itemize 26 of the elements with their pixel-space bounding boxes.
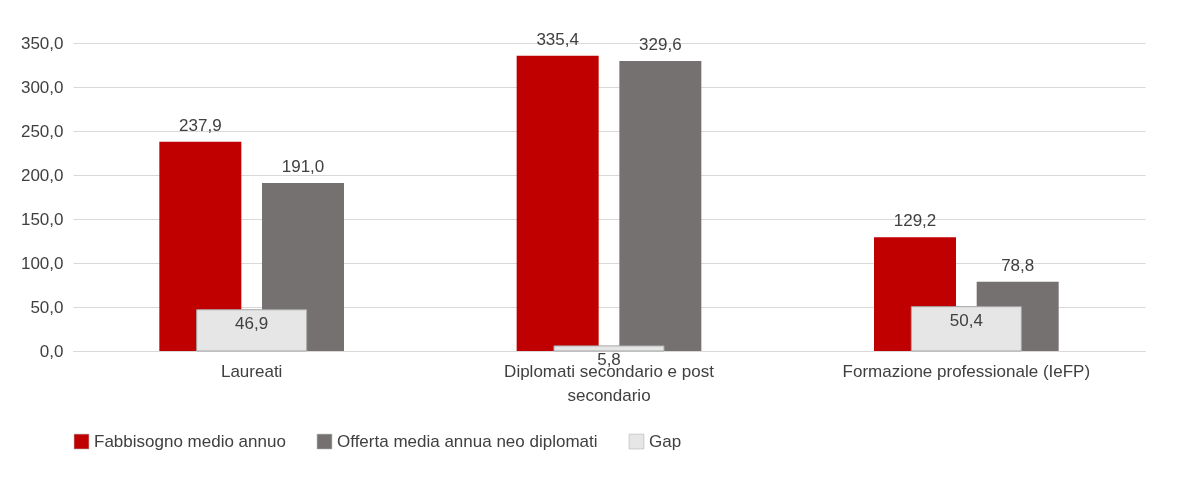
legend-label: Offerta media annua neo diplomati <box>337 431 598 451</box>
x-tick-label: Formazione professionale (IeFP) <box>842 361 1091 381</box>
bar <box>910 306 1022 352</box>
bar <box>553 345 665 352</box>
x-tick-label: Laureati <box>220 361 283 381</box>
bar <box>619 60 702 351</box>
data-label: 237,9 <box>179 115 222 135</box>
data-label: 78,8 <box>1001 255 1035 275</box>
legend-label: Fabbisogno medio annuo <box>94 431 286 451</box>
data-label: 335,4 <box>536 29 579 49</box>
data-label: 46,9 <box>235 313 269 333</box>
data-label: 191,0 <box>281 156 325 176</box>
y-tick-label: 50,0 <box>30 297 64 317</box>
y-tick-label: 100,0 <box>20 253 64 273</box>
y-tick-label: 300,0 <box>20 77 64 97</box>
legend-label: Gap <box>649 431 682 451</box>
bar <box>196 309 308 352</box>
data-label: 329,6 <box>639 34 682 54</box>
data-label: 50,4 <box>949 310 983 330</box>
y-tick-label: 0,0 <box>39 341 64 361</box>
bar <box>516 55 599 351</box>
y-tick-label: 250,0 <box>20 121 64 141</box>
data-label: 129,2 <box>893 211 937 231</box>
y-tick-label: 350,0 <box>20 33 64 53</box>
y-tick-label: 200,0 <box>20 165 64 185</box>
y-tick-label: 150,0 <box>20 209 64 229</box>
